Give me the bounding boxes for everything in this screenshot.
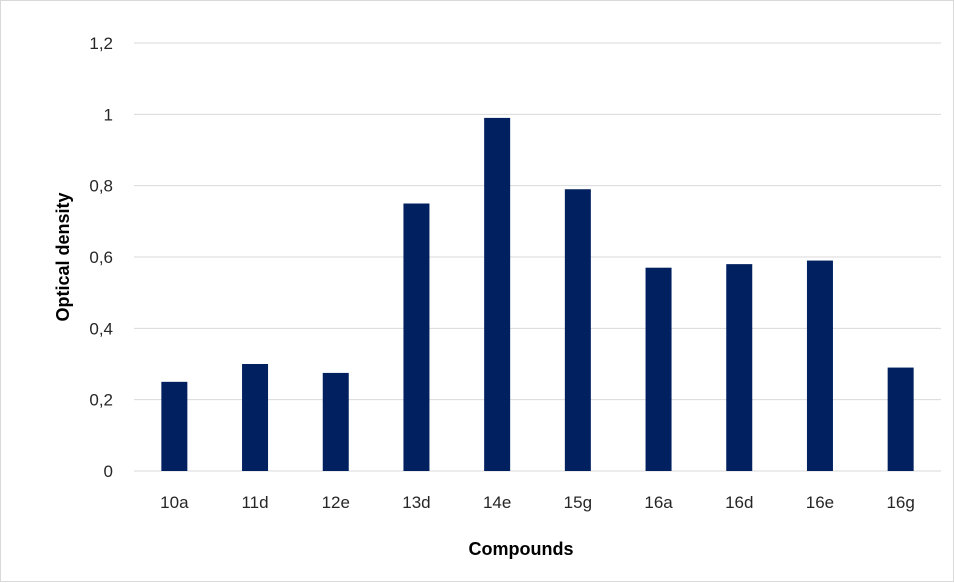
x-tick-label: 16d xyxy=(725,493,753,512)
bar-11d xyxy=(242,364,269,471)
y-tick-label: 0,4 xyxy=(89,319,113,338)
x-tick-label: 16g xyxy=(886,493,914,512)
x-tick-label: 10a xyxy=(160,493,189,512)
x-tick-label: 12e xyxy=(322,493,350,512)
bar-16a xyxy=(645,267,672,471)
y-tick-label: 1 xyxy=(104,105,113,124)
bar-10a xyxy=(161,381,188,471)
x-tick-label: 11d xyxy=(241,493,268,512)
y-tick-label: 0,6 xyxy=(89,248,113,267)
x-tick-label: 16a xyxy=(644,493,673,512)
bar-16d xyxy=(726,264,753,471)
x-tick-label: 14e xyxy=(483,493,511,512)
bar-15g xyxy=(564,189,591,471)
y-tick-label: 0,8 xyxy=(89,177,113,196)
x-tick-labels: 10a 11d 12e 13d 14e 15g 16a 16d 16e 16g xyxy=(160,493,915,512)
x-tick-label: 13d xyxy=(402,493,430,512)
bar-16g xyxy=(887,367,914,471)
gridlines xyxy=(134,42,941,472)
y-tick-label: 1,2 xyxy=(89,34,113,53)
y-tick-labels: 0 0,2 0,4 0,6 0,8 1 1,2 xyxy=(89,34,113,481)
bars xyxy=(161,117,914,472)
x-axis-title: Compounds xyxy=(469,539,574,559)
bar-14e xyxy=(484,117,511,472)
x-tick-label: 15g xyxy=(564,493,592,512)
y-tick-label: 0 xyxy=(104,462,113,481)
bar-13d xyxy=(403,203,430,471)
y-axis-title: Optical density xyxy=(53,192,73,321)
x-tick-label: 16e xyxy=(806,493,834,512)
y-tick-label: 0,2 xyxy=(89,391,113,410)
bar-16e xyxy=(806,260,833,471)
bar-12e xyxy=(322,372,349,471)
